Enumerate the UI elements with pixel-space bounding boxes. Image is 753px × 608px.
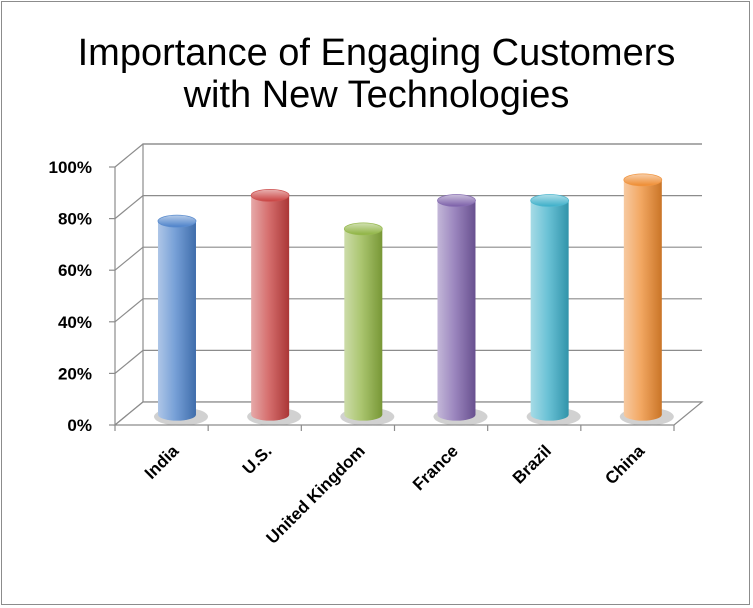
x-tick-label: France <box>409 441 462 494</box>
bar-india <box>153 214 208 426</box>
x-tick-labels: India U.S.United Kingdom France Brazil China <box>141 441 649 548</box>
x-tick-label: Brazil <box>509 441 555 487</box>
side-gridline <box>114 349 144 374</box>
y-tick-label: 100% <box>49 158 92 177</box>
x-tick-label: U.S. <box>239 441 276 478</box>
bar-body <box>623 179 662 421</box>
bar-china <box>619 173 674 426</box>
x-tick-label: India <box>141 441 183 483</box>
x-tick-label: United Kingdom <box>262 441 368 547</box>
chart-title-line-2: with New Technologies <box>183 74 570 116</box>
y-tick-label: 80% <box>58 210 92 229</box>
bar-body <box>437 200 476 421</box>
back-wall-edge <box>114 143 702 426</box>
bar-top <box>623 173 663 187</box>
x-tick-label: China <box>601 441 648 488</box>
chart-back-wall <box>114 143 702 426</box>
chart-title-line-1: Importance of Engaging Customers <box>77 32 676 74</box>
bar-top <box>250 188 290 202</box>
bar-united-kingdom <box>340 222 395 426</box>
bar-top <box>157 214 197 228</box>
gridlines <box>114 143 702 426</box>
side-gridline <box>114 195 144 220</box>
y-axis <box>109 166 675 431</box>
bar-body <box>157 221 196 421</box>
y-tick-label: 60% <box>58 261 92 280</box>
side-gridline <box>114 246 144 271</box>
bar-top <box>530 194 570 207</box>
side-gridline <box>114 143 144 168</box>
bar-top <box>343 222 383 236</box>
y-tick-labels: 0% 20% 40% 60% 80% 100% <box>49 158 92 435</box>
bar-body <box>344 228 383 421</box>
bar-brazil <box>526 194 581 426</box>
bar-france <box>433 194 488 426</box>
bar-top <box>437 194 476 207</box>
y-tick-label: 0% <box>67 416 92 435</box>
y-tick-label: 20% <box>58 364 92 383</box>
chart-title: Importance of Engaging Customers with Ne… <box>0 32 753 116</box>
bar-u-s- <box>247 188 302 426</box>
side-gridline <box>114 298 144 323</box>
bar-body <box>251 195 290 421</box>
bar-body <box>530 200 569 421</box>
bars <box>153 173 674 426</box>
y-tick-label: 40% <box>58 313 92 332</box>
